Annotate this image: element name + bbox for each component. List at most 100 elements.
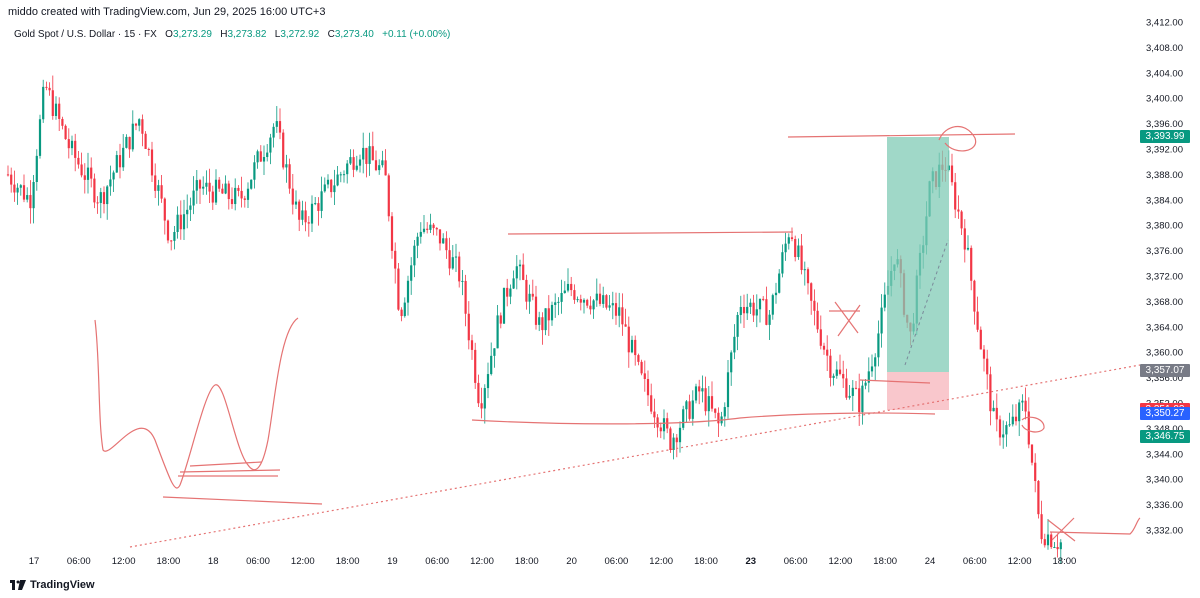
candlestick xyxy=(432,223,435,236)
candlestick xyxy=(451,245,454,270)
candlestick xyxy=(957,195,960,219)
low-label: L xyxy=(274,29,281,40)
candlestick xyxy=(176,206,179,239)
candlestick xyxy=(266,144,269,162)
candlestick xyxy=(672,433,675,460)
candlestick xyxy=(323,177,326,193)
time-tick-label: 19 xyxy=(387,556,398,567)
candlestick xyxy=(870,354,874,377)
candlestick xyxy=(861,379,864,425)
candlestick xyxy=(214,169,218,205)
time-tick-label: 06:00 xyxy=(784,556,808,567)
candlestick xyxy=(166,219,170,244)
long-position-loss-zone[interactable] xyxy=(887,372,949,410)
candlestick xyxy=(170,239,173,251)
candlestick xyxy=(637,353,640,366)
candlestick xyxy=(624,308,627,327)
candlestick xyxy=(365,147,368,178)
candlestick xyxy=(816,302,819,333)
candlestick xyxy=(352,149,355,178)
candlestick xyxy=(522,253,525,281)
candlestick xyxy=(182,199,186,241)
candlestick xyxy=(445,231,448,259)
candlestick xyxy=(595,278,598,307)
candlestick xyxy=(477,374,480,408)
candlestick xyxy=(378,159,381,175)
open-label: O xyxy=(165,29,173,40)
candlestick xyxy=(470,334,474,360)
time-tick-label: 12:00 xyxy=(291,556,315,567)
candlestick xyxy=(989,366,992,426)
candlestick xyxy=(6,165,10,177)
candlestick xyxy=(973,279,976,325)
candlestick xyxy=(1030,444,1034,466)
candlestick xyxy=(464,274,467,327)
candlestick xyxy=(682,405,685,431)
candlestick xyxy=(883,282,886,312)
candlestick xyxy=(406,275,410,316)
candlestick xyxy=(691,390,694,426)
candlestick xyxy=(163,197,166,235)
candlestick xyxy=(768,310,771,340)
drawing-dotted-trendline[interactable] xyxy=(129,364,1141,548)
candlestick xyxy=(800,233,803,275)
price-axis[interactable]: 3,412.00 3,408.00 3,404.00 3,400.00 3,396.00… xyxy=(1146,18,1183,537)
candlestick xyxy=(710,381,714,412)
candlestick xyxy=(474,342,477,389)
candlestick xyxy=(806,267,810,295)
candlestick xyxy=(374,150,378,172)
drawings[interactable] xyxy=(94,126,1141,542)
candlestick xyxy=(762,296,765,302)
candlestick xyxy=(58,97,61,132)
time-axis[interactable]: 17 06:00 12:00 18:00 18 06:00 12:00 18:00 19 06:0… xyxy=(29,556,1077,567)
candlestick xyxy=(611,291,614,320)
candlestick xyxy=(342,170,346,183)
candlestick xyxy=(442,233,445,244)
tradingview-logo[interactable]: TradingView xyxy=(10,579,95,591)
candlestick xyxy=(586,298,589,309)
candlestick xyxy=(784,232,787,261)
candlestick xyxy=(685,400,688,423)
candlestick xyxy=(106,185,109,220)
candlestick xyxy=(368,132,371,176)
long-position-profit-zone[interactable] xyxy=(887,137,949,372)
price-tick-label: 3,356.00 xyxy=(1146,373,1183,384)
candlestick xyxy=(832,373,835,386)
candlestick xyxy=(42,79,45,123)
candlestick xyxy=(746,293,749,320)
candlestick xyxy=(246,182,250,208)
candlestick xyxy=(579,294,582,311)
high-label: H xyxy=(220,29,228,40)
candlestick xyxy=(758,298,762,323)
candlestick xyxy=(838,354,842,376)
candlestick xyxy=(858,373,861,426)
candlestick xyxy=(1034,453,1037,493)
candlestick xyxy=(282,129,285,170)
price-tick-label: 3,380.00 xyxy=(1146,221,1183,232)
candlestick xyxy=(83,163,86,194)
time-tick-label: 12:00 xyxy=(829,556,853,567)
drawing-circle-top xyxy=(938,126,977,152)
symbol-name[interactable]: Gold Spot / U.S. Dollar · 15 · FX xyxy=(14,29,157,40)
candlestick xyxy=(224,175,227,195)
candlestick xyxy=(317,197,320,226)
candlestick xyxy=(256,149,259,169)
price-tick-label: 3,344.00 xyxy=(1146,449,1183,460)
candlestick xyxy=(531,279,534,301)
symbol-legend[interactable]: Gold Spot / U.S. Dollar · 15 · FX O3,273… xyxy=(14,29,450,40)
candlestick xyxy=(528,284,531,314)
candlestick xyxy=(221,183,224,194)
candlestick xyxy=(966,235,970,251)
candlestick xyxy=(1002,420,1005,449)
candlestick xyxy=(259,145,262,163)
candlestick xyxy=(630,335,634,354)
candlestick xyxy=(333,169,336,206)
candlestick xyxy=(643,360,646,392)
candlestick xyxy=(803,261,806,286)
candlestick xyxy=(438,229,442,251)
price-tick-label: 3,364.00 xyxy=(1146,322,1183,333)
time-tick-label: 18:00 xyxy=(1053,556,1077,567)
candlestick xyxy=(707,386,710,427)
candlestick xyxy=(634,335,637,366)
